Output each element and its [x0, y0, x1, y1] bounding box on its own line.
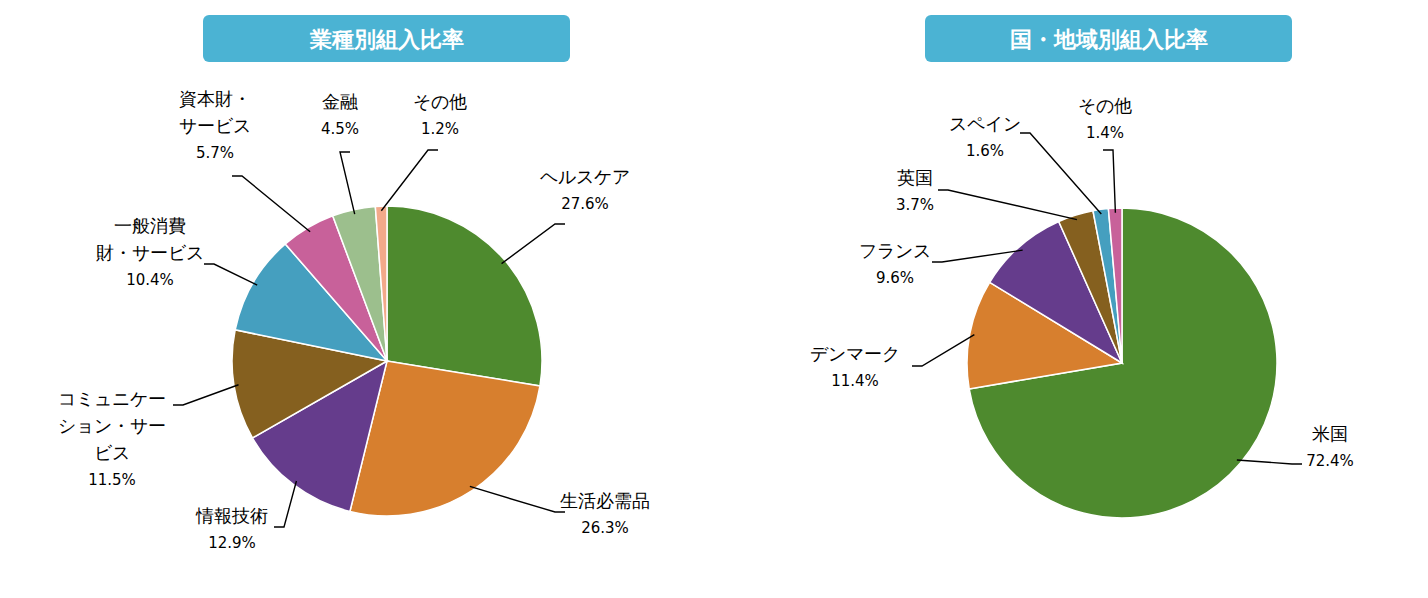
data-label: 72.4%: [1306, 452, 1354, 470]
pie-slice: [333, 206, 387, 361]
leader-line: [502, 224, 565, 264]
leader-line: [1237, 460, 1302, 464]
chart-title: 国・地域別組入比率: [1010, 27, 1208, 52]
slice-label: 生活必需品: [560, 490, 650, 511]
slice-label: ヘルスケア: [540, 166, 630, 187]
slices: [967, 208, 1277, 518]
leader-line: [340, 152, 355, 214]
leader-line: [232, 176, 310, 232]
leader-line: [470, 486, 565, 512]
slice-label: 一般消費財・サービス: [96, 215, 204, 263]
slice-label: スペイン: [949, 113, 1021, 134]
chart-title: 業種別組入比率: [309, 27, 464, 52]
chart-canvas: 業種別組入比率ヘルスケア 27.6% 生活必需品 26.3% 情報技術 12.9% コミュニ…: [0, 0, 1428, 598]
leader-line: [1103, 150, 1115, 213]
slice-label: 米国: [1312, 423, 1348, 444]
data-label: 1.4%: [1086, 124, 1124, 142]
data-label: 10.4%: [126, 271, 174, 289]
slice-label: 英国: [897, 167, 933, 188]
pie-slice: [375, 206, 387, 361]
title-box: [203, 15, 570, 62]
leader-line: [204, 264, 257, 285]
data-label: 1.6%: [966, 142, 1004, 160]
pie-chart: 国・地域別組入比率米国 72.4% デンマーク 11.4% フランス 9.6% 英国 3.7%…: [810, 15, 1354, 518]
pie-slice: [1093, 209, 1122, 363]
pie-slice: [1108, 208, 1122, 363]
data-label: 27.6%: [561, 195, 609, 213]
data-label: 12.9%: [208, 534, 256, 552]
slice-label: コミュニケーション・サービス: [58, 388, 166, 463]
data-label: 5.7%: [196, 144, 234, 162]
slice-label: フランス: [859, 240, 931, 261]
data-label: 4.5%: [321, 120, 359, 138]
slice-label: その他: [1078, 95, 1132, 116]
data-label: 3.7%: [896, 196, 934, 214]
leader-line: [381, 150, 438, 211]
slice-label: デンマーク: [810, 343, 900, 364]
data-label: 26.3%: [581, 519, 629, 537]
leader-line: [932, 250, 1023, 262]
slice-label: 資本財・サービス: [179, 88, 251, 136]
pie-chart: 業種別組入比率ヘルスケア 27.6% 生活必需品 26.3% 情報技術 12.9% コミュニ…: [58, 15, 650, 552]
slice-label: 金融: [322, 91, 358, 112]
data-label: 11.5%: [88, 471, 136, 489]
leader-line: [173, 385, 239, 405]
leader-line: [1020, 133, 1101, 214]
slice-label: 情報技術: [195, 505, 268, 526]
leader-line: [912, 335, 974, 366]
data-label: 9.6%: [876, 269, 914, 287]
data-label: 1.2%: [421, 120, 459, 138]
leader-line: [274, 481, 296, 527]
title-box: [925, 15, 1292, 62]
slices: [232, 206, 542, 516]
pie-slice: [387, 206, 542, 386]
leader-line: [938, 190, 1077, 220]
slice-label: その他: [413, 91, 467, 112]
data-label: 11.4%: [831, 372, 879, 390]
